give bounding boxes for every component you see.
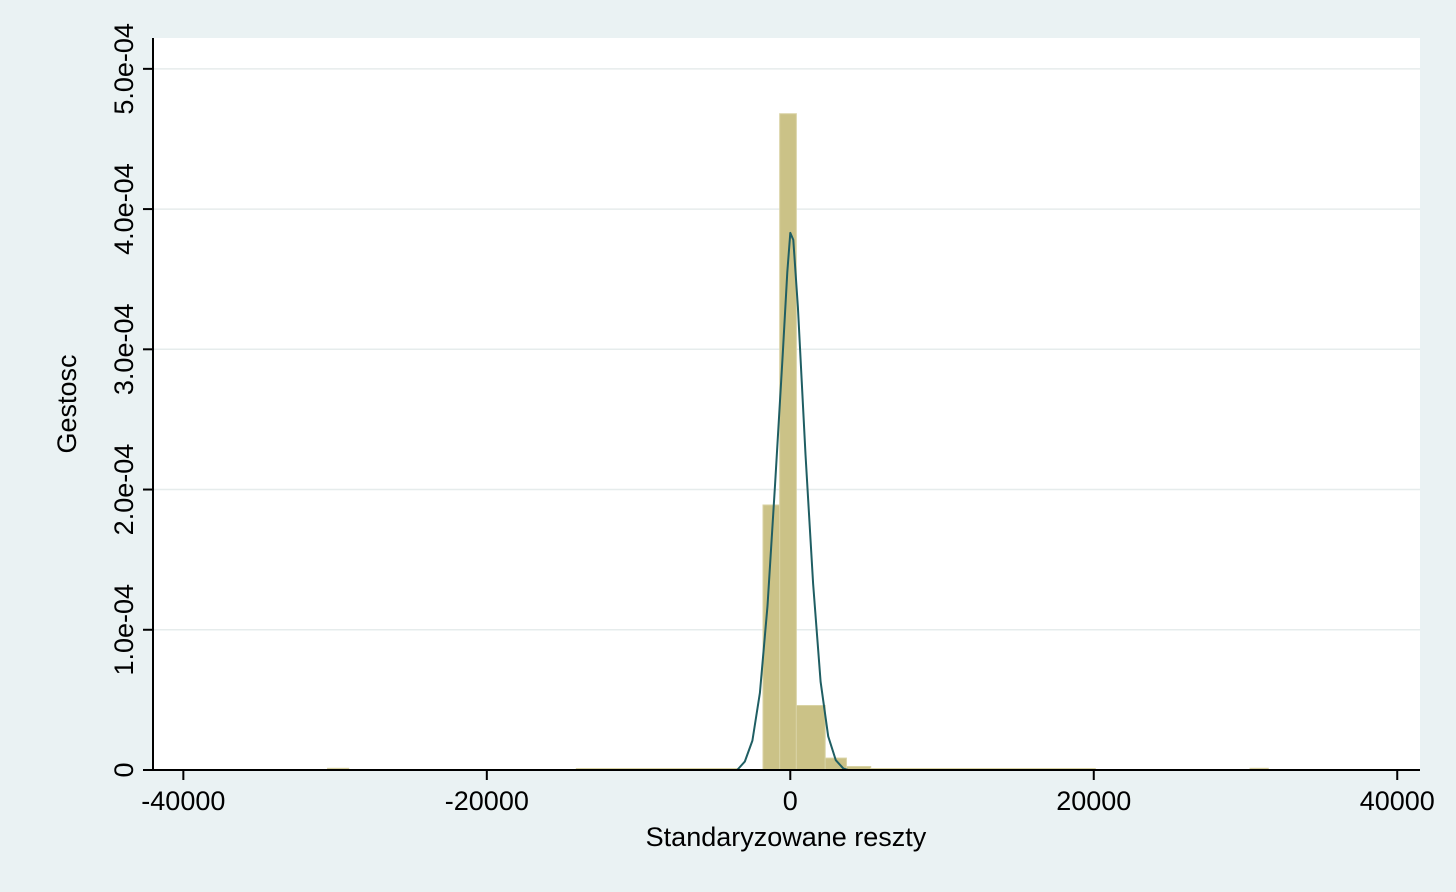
density-curve-line: [736, 231, 849, 771]
x-tick-label: 0: [783, 786, 798, 816]
x-tick-label: -20000: [445, 786, 529, 816]
axes: -40000 -20000 0 20000 40000 0 1.0e-04 2.0e-04 3.…: [109, 23, 1435, 816]
histogram-bar: [779, 113, 797, 771]
y-axis-label: Gestosc: [52, 354, 82, 453]
y-tick-label: 0: [109, 762, 139, 777]
x-tick-label: -40000: [141, 786, 225, 816]
y-tick-label: 5.0e-04: [109, 23, 139, 115]
density-curve: [736, 231, 849, 771]
y-tick-label: 3.0e-04: [109, 304, 139, 396]
x-tick-label: 40000: [1360, 786, 1435, 816]
y-tick-label: 2.0e-04: [109, 444, 139, 536]
x-tick-label: 20000: [1056, 786, 1131, 816]
y-tick-label: 1.0e-04: [109, 584, 139, 676]
histogram-bar: [795, 704, 826, 771]
x-axis-label: Standaryzowane reszty: [646, 822, 927, 852]
y-tick-label: 4.0e-04: [109, 163, 139, 255]
